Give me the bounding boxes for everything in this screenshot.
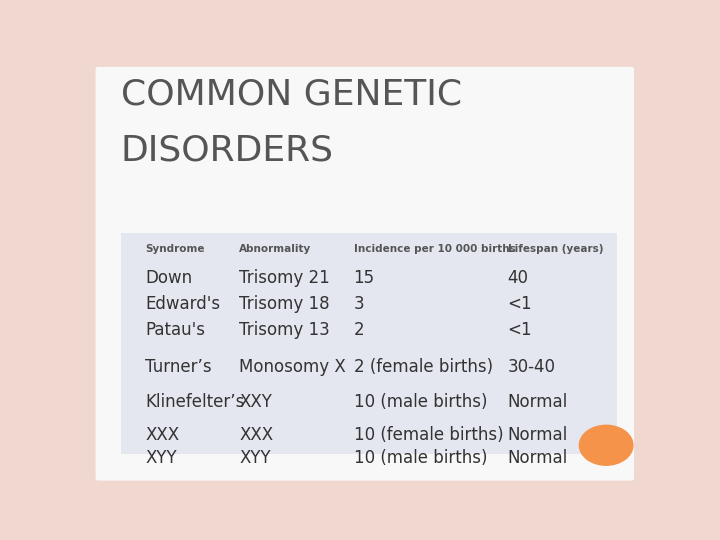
Circle shape (580, 426, 633, 465)
Text: Klinefelter’s: Klinefelter’s (145, 393, 244, 411)
Text: Normal: Normal (508, 426, 568, 444)
Text: <1: <1 (508, 295, 532, 313)
Text: XYY: XYY (145, 449, 176, 468)
Text: 2: 2 (354, 321, 364, 339)
Text: XXY: XXY (239, 393, 272, 411)
Text: Trisomy 21: Trisomy 21 (239, 268, 330, 287)
Text: <1: <1 (508, 321, 532, 339)
Text: 15: 15 (354, 268, 374, 287)
Text: XXX: XXX (145, 426, 179, 444)
Text: 30-40: 30-40 (508, 358, 556, 376)
Text: XXX: XXX (239, 426, 274, 444)
Text: Turner’s: Turner’s (145, 358, 212, 376)
Text: COMMON GENETIC: COMMON GENETIC (121, 77, 462, 111)
Text: Syndrome: Syndrome (145, 244, 204, 254)
Text: 10 (female births): 10 (female births) (354, 426, 503, 444)
Text: Edward's: Edward's (145, 295, 220, 313)
Text: DISORDERS: DISORDERS (121, 133, 333, 167)
Text: 40: 40 (508, 268, 528, 287)
Text: Monosomy X: Monosomy X (239, 358, 346, 376)
Text: Down: Down (145, 268, 192, 287)
Text: Incidence per 10 000 births: Incidence per 10 000 births (354, 244, 516, 254)
Text: 3: 3 (354, 295, 364, 313)
Text: Trisomy 18: Trisomy 18 (239, 295, 330, 313)
Text: Abnormality: Abnormality (239, 244, 312, 254)
Text: Trisomy 13: Trisomy 13 (239, 321, 330, 339)
Text: Normal: Normal (508, 393, 568, 411)
Text: 10 (male births): 10 (male births) (354, 393, 487, 411)
Text: Patau's: Patau's (145, 321, 205, 339)
FancyBboxPatch shape (96, 67, 634, 481)
FancyBboxPatch shape (121, 233, 617, 454)
Text: XYY: XYY (239, 449, 271, 468)
Text: Normal: Normal (508, 449, 568, 468)
Text: Lifespan (years): Lifespan (years) (508, 244, 603, 254)
Text: 10 (male births): 10 (male births) (354, 449, 487, 468)
Text: 2 (female births): 2 (female births) (354, 358, 492, 376)
